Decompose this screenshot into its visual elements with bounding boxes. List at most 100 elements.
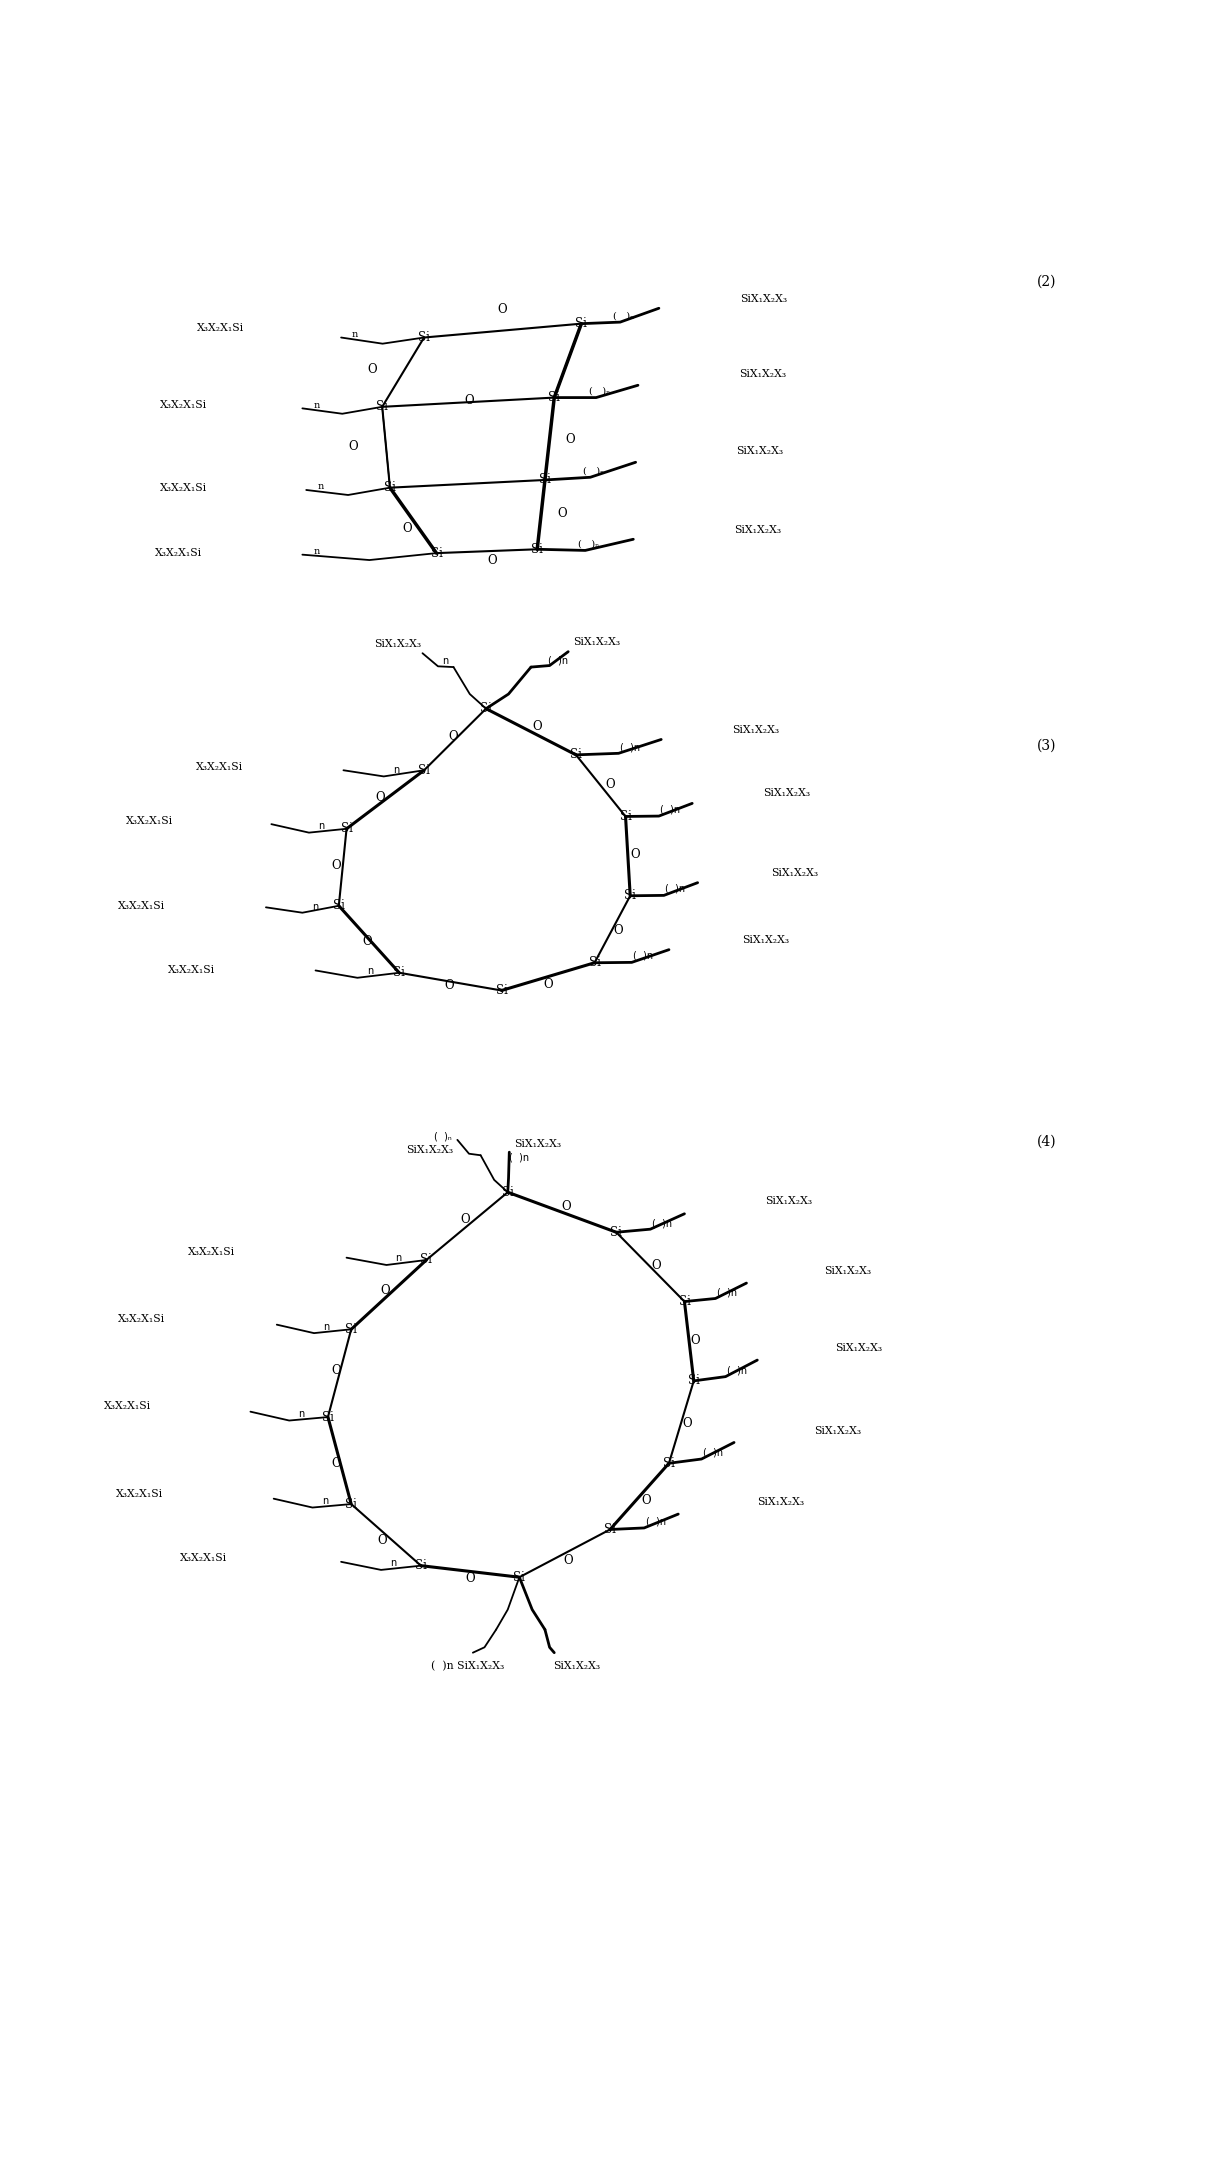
Text: Si: Si xyxy=(531,543,543,556)
Text: X₃X₂X₁Si: X₃X₂X₁Si xyxy=(188,1248,235,1257)
Text: Si: Si xyxy=(340,823,352,836)
Text: O: O xyxy=(561,1201,571,1214)
Text: (  )n: ( )n xyxy=(548,656,569,666)
Text: Si: Si xyxy=(419,330,430,343)
Text: Si: Si xyxy=(576,317,587,330)
Text: (4): (4) xyxy=(1037,1135,1056,1148)
Text: SiX₁X₂X₃: SiX₁X₂X₃ xyxy=(764,788,811,799)
Text: n: n xyxy=(299,1409,305,1420)
Text: O: O xyxy=(605,777,615,790)
Text: Si: Si xyxy=(420,1253,432,1266)
Text: n: n xyxy=(318,821,324,831)
Text: O: O xyxy=(466,1572,476,1585)
Text: Si: Si xyxy=(431,547,443,560)
Text: Si: Si xyxy=(333,899,345,912)
Text: O: O xyxy=(330,860,340,873)
Text: (   )ₙ: ( )ₙ xyxy=(578,538,600,549)
Text: n: n xyxy=(390,1559,396,1567)
Text: O: O xyxy=(375,792,385,805)
Text: Si: Si xyxy=(393,966,405,979)
Text: O: O xyxy=(691,1333,701,1346)
Text: (  )n: ( )n xyxy=(661,805,680,814)
Text: O: O xyxy=(348,441,358,454)
Text: X₃X₂X₁Si: X₃X₂X₁Si xyxy=(104,1400,151,1411)
Text: n: n xyxy=(393,764,399,775)
Text: (  )n: ( )n xyxy=(703,1448,724,1457)
Text: SiX₁X₂X₃: SiX₁X₂X₃ xyxy=(737,447,784,456)
Text: X₃X₂X₁Si: X₃X₂X₁Si xyxy=(155,547,202,558)
Text: Si: Si xyxy=(415,1559,427,1572)
Text: SiX₁X₂X₃: SiX₁X₂X₃ xyxy=(574,636,621,647)
Text: n: n xyxy=(313,402,319,410)
Text: SiX₁X₂X₃: SiX₁X₂X₃ xyxy=(734,525,782,534)
Text: O: O xyxy=(368,363,378,376)
Text: Si: Si xyxy=(604,1524,616,1535)
Text: SiX₁X₂X₃: SiX₁X₂X₃ xyxy=(757,1496,805,1507)
Text: X₃X₂X₁Si: X₃X₂X₁Si xyxy=(126,816,173,827)
Text: (   )ₙ: ( )ₙ xyxy=(613,310,635,321)
Text: (   )ₙ: ( )ₙ xyxy=(583,467,605,475)
Text: SiX₁X₂X₃: SiX₁X₂X₃ xyxy=(407,1144,454,1155)
Text: O: O xyxy=(652,1259,662,1272)
Text: SiX₁X₂X₃: SiX₁X₂X₃ xyxy=(835,1342,882,1353)
Text: SiX₁X₂X₃: SiX₁X₂X₃ xyxy=(741,293,788,304)
Text: Si: Si xyxy=(610,1227,622,1240)
Text: SiX₁X₂X₃: SiX₁X₂X₃ xyxy=(824,1266,871,1277)
Text: O: O xyxy=(362,936,371,949)
Text: X₃X₂X₁Si: X₃X₂X₁Si xyxy=(180,1552,227,1563)
Text: (  )n: ( )n xyxy=(718,1287,737,1298)
Text: O: O xyxy=(445,979,455,992)
Text: SiX₁X₂X₃: SiX₁X₂X₃ xyxy=(514,1140,561,1148)
Text: (  )n: ( )n xyxy=(620,742,640,751)
Text: n: n xyxy=(322,1496,328,1507)
Text: O: O xyxy=(378,1533,387,1546)
Text: SiX₁X₂X₃: SiX₁X₂X₃ xyxy=(553,1661,600,1672)
Text: (  )n: ( )n xyxy=(727,1366,748,1374)
Text: (  )n: ( )n xyxy=(646,1518,666,1526)
Text: O: O xyxy=(402,521,411,534)
Text: Si: Si xyxy=(513,1572,525,1583)
Text: SiX₁X₂X₃: SiX₁X₂X₃ xyxy=(765,1196,812,1207)
Text: O: O xyxy=(641,1494,651,1507)
Text: (  )n: ( )n xyxy=(652,1218,672,1229)
Text: n: n xyxy=(442,656,448,666)
Text: X₃X₂X₁Si: X₃X₂X₁Si xyxy=(168,966,215,975)
Text: n: n xyxy=(323,1322,329,1333)
Text: (   )ₙ: ( )ₙ xyxy=(589,386,611,395)
Text: Si: Si xyxy=(663,1457,675,1470)
Text: Si: Si xyxy=(624,890,636,903)
Text: O: O xyxy=(330,1363,340,1376)
Text: SiX₁X₂X₃: SiX₁X₂X₃ xyxy=(732,725,779,736)
Text: Si: Si xyxy=(687,1374,699,1387)
Text: (  )n: ( )n xyxy=(509,1153,530,1161)
Text: (  )n: ( )n xyxy=(633,951,653,962)
Text: O: O xyxy=(460,1214,469,1227)
Text: X₃X₂X₁Si: X₃X₂X₁Si xyxy=(196,762,243,773)
Text: X₃X₂X₁Si: X₃X₂X₁Si xyxy=(119,901,166,912)
Text: (2): (2) xyxy=(1037,276,1056,289)
Text: Si: Si xyxy=(345,1322,357,1335)
Text: Si: Si xyxy=(679,1296,691,1309)
Text: O: O xyxy=(565,432,575,445)
Text: X₃X₂X₁Si: X₃X₂X₁Si xyxy=(160,482,207,493)
Text: n: n xyxy=(367,966,373,977)
Text: n: n xyxy=(352,330,358,339)
Text: Si: Si xyxy=(620,810,632,823)
Text: O: O xyxy=(380,1285,390,1298)
Text: O: O xyxy=(330,1457,340,1470)
Text: n: n xyxy=(396,1253,402,1264)
Text: O: O xyxy=(465,395,474,408)
Text: X₃X₂X₁Si: X₃X₂X₁Si xyxy=(116,1489,163,1498)
Text: Si: Si xyxy=(588,955,600,968)
Text: n: n xyxy=(317,482,323,491)
Text: Si: Si xyxy=(384,482,396,495)
Text: O: O xyxy=(630,849,640,862)
Text: Si: Si xyxy=(548,391,560,404)
Text: X₃X₂X₁Si: X₃X₂X₁Si xyxy=(197,323,244,334)
Text: n: n xyxy=(313,547,319,556)
Text: O: O xyxy=(613,925,623,938)
Text: O: O xyxy=(564,1554,574,1567)
Text: (  )n SiX₁X₂X₃: ( )n SiX₁X₂X₃ xyxy=(431,1661,505,1672)
Text: O: O xyxy=(449,729,459,742)
Text: SiX₁X₂X₃: SiX₁X₂X₃ xyxy=(814,1426,862,1435)
